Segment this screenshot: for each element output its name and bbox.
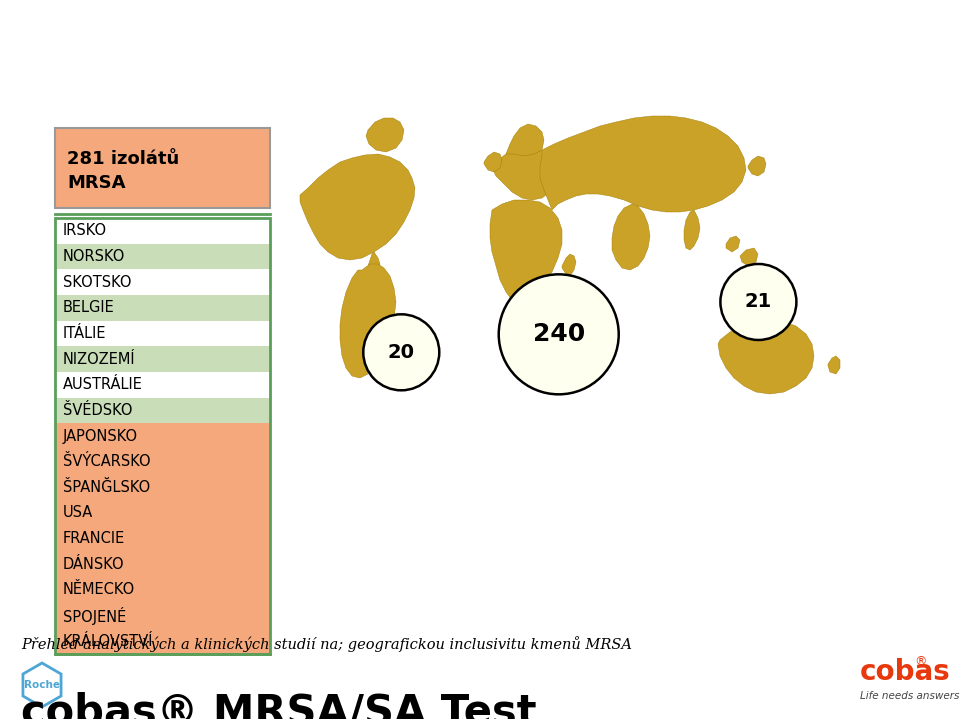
Text: Life needs answers: Life needs answers: [860, 691, 959, 701]
FancyBboxPatch shape: [55, 398, 270, 423]
Text: FRANCIE: FRANCIE: [63, 531, 125, 546]
FancyBboxPatch shape: [55, 628, 270, 654]
Text: ®: ®: [914, 656, 926, 669]
Text: NIZOZEMÍ: NIZOZEMÍ: [63, 352, 135, 367]
FancyBboxPatch shape: [55, 347, 270, 372]
FancyBboxPatch shape: [55, 423, 270, 449]
Polygon shape: [484, 152, 502, 172]
FancyBboxPatch shape: [55, 475, 270, 500]
FancyBboxPatch shape: [55, 244, 270, 270]
Polygon shape: [748, 156, 766, 176]
Polygon shape: [740, 248, 758, 266]
FancyBboxPatch shape: [55, 449, 270, 475]
Text: ŠPANĞLSKO: ŠPANĞLSKO: [63, 480, 151, 495]
Polygon shape: [340, 264, 396, 378]
FancyBboxPatch shape: [55, 526, 270, 551]
Text: ŠVÝCARSKO: ŠVÝCARSKO: [63, 454, 151, 469]
Polygon shape: [828, 356, 840, 374]
Polygon shape: [726, 236, 740, 252]
Text: DÁNSKO: DÁNSKO: [63, 557, 125, 572]
Text: cobas® MRSA/SA Test: cobas® MRSA/SA Test: [21, 692, 537, 719]
Text: 281 izolátů: 281 izolátů: [67, 150, 180, 168]
Text: BELGIE: BELGIE: [63, 301, 115, 315]
Polygon shape: [300, 154, 415, 260]
Text: NORSKO: NORSKO: [63, 249, 126, 264]
FancyBboxPatch shape: [55, 577, 270, 603]
FancyBboxPatch shape: [55, 295, 270, 321]
Text: SPOJENÉ: SPOJENÉ: [63, 607, 127, 625]
Polygon shape: [540, 116, 746, 212]
Text: AUSTRÁLIE: AUSTRÁLIE: [63, 377, 143, 392]
Text: SKOTSKO: SKOTSKO: [63, 275, 132, 290]
Text: ITÁLIE: ITÁLIE: [63, 326, 107, 341]
Polygon shape: [23, 663, 61, 707]
FancyBboxPatch shape: [55, 500, 270, 526]
Circle shape: [363, 314, 440, 390]
Circle shape: [720, 264, 797, 340]
Text: JAPONSKO: JAPONSKO: [63, 429, 138, 444]
FancyBboxPatch shape: [55, 603, 270, 628]
Circle shape: [498, 275, 618, 394]
Polygon shape: [492, 148, 558, 200]
Text: Přehled analytických a klinických studií na; geografickou inclusivitu kmenů MRSA: Přehled analytických a klinických studií…: [21, 636, 632, 652]
Polygon shape: [490, 200, 562, 302]
Text: IRSKO: IRSKO: [63, 224, 108, 238]
Text: NĚMECKO: NĚMECKO: [63, 582, 135, 597]
Text: KRÁLOVSTVÍ: KRÁLOVSTVÍ: [63, 633, 154, 649]
Text: ŠVÉDSKO: ŠVÉDSKO: [63, 403, 132, 418]
Polygon shape: [366, 118, 404, 152]
Polygon shape: [562, 254, 576, 276]
Text: 240: 240: [533, 322, 585, 347]
Text: 20: 20: [388, 343, 415, 362]
Polygon shape: [506, 124, 544, 156]
Text: 21: 21: [745, 293, 772, 311]
Polygon shape: [368, 252, 380, 274]
Text: USA: USA: [63, 505, 93, 521]
Polygon shape: [684, 210, 700, 250]
Text: cobas: cobas: [860, 658, 950, 686]
Text: Roche: Roche: [24, 680, 60, 690]
Polygon shape: [612, 204, 650, 270]
Polygon shape: [718, 320, 814, 394]
FancyBboxPatch shape: [55, 551, 270, 577]
Text: MRSA: MRSA: [67, 174, 126, 192]
FancyBboxPatch shape: [55, 128, 270, 208]
